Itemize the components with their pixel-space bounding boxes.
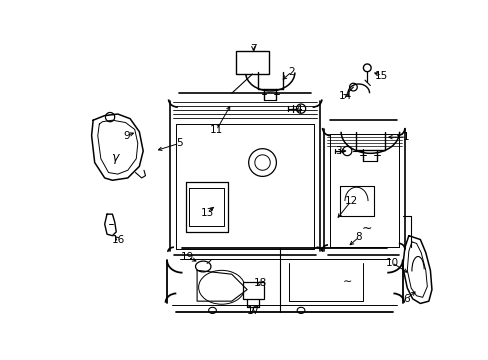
Text: 5: 5: [176, 138, 183, 148]
Text: 19: 19: [181, 252, 194, 262]
FancyBboxPatch shape: [242, 282, 264, 299]
Text: 8: 8: [355, 232, 362, 242]
Text: ∼: ∼: [342, 277, 351, 287]
Text: 2: 2: [288, 67, 295, 77]
Text: 13: 13: [200, 208, 213, 217]
Text: 3: 3: [334, 146, 341, 156]
Text: 17: 17: [246, 306, 260, 316]
Text: 10: 10: [385, 258, 398, 267]
Text: 12: 12: [344, 196, 357, 206]
Text: 14: 14: [338, 91, 352, 100]
Text: 9: 9: [123, 131, 130, 141]
Text: ∼: ∼: [361, 221, 371, 234]
Text: 11: 11: [209, 125, 223, 135]
Text: 18: 18: [253, 278, 266, 288]
Text: 1: 1: [403, 132, 409, 142]
Text: 15: 15: [374, 71, 388, 81]
Text: 4: 4: [295, 105, 302, 115]
Text: 16: 16: [112, 235, 125, 244]
FancyBboxPatch shape: [236, 51, 268, 74]
Text: γ: γ: [111, 150, 118, 164]
Text: 6: 6: [403, 294, 409, 304]
Text: 7: 7: [249, 44, 256, 54]
